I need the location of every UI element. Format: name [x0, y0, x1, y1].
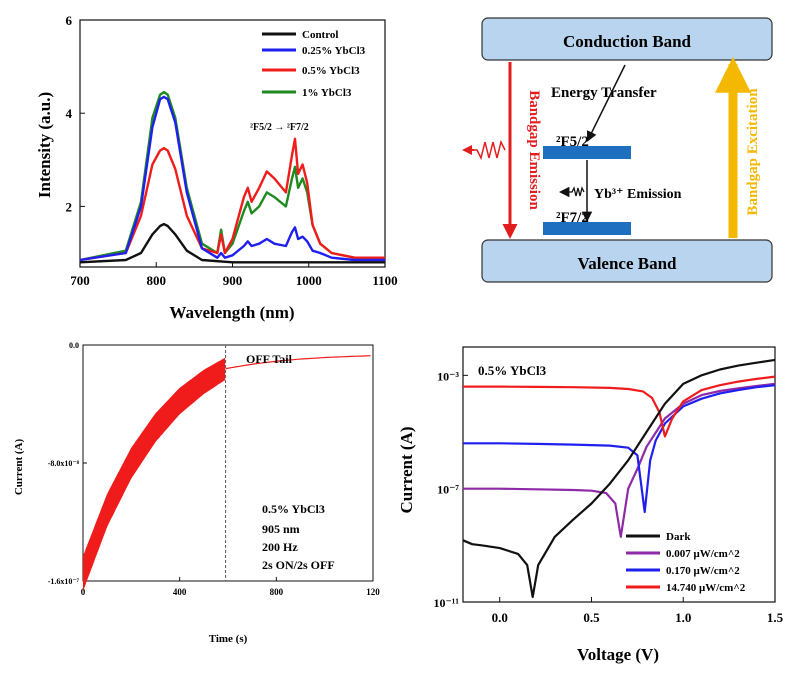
level-upper-label: ²F5/2 [556, 134, 589, 150]
pl-series-line [79, 137, 385, 262]
legend-label-05: 0.5% YbCl3 [302, 65, 360, 77]
pl-plot-frame [79, 19, 386, 268]
legend-label-control: Control [302, 29, 338, 41]
time-ytick-label: 0.0 [69, 341, 79, 350]
pl-legend: Control 0.25% YbCl3 0.5% YbCl3 1% YbCl3 [262, 29, 366, 99]
pl-transition-annotation: ²F5/2 → ²F7/2 [250, 122, 309, 133]
time-on-off-band [83, 357, 226, 592]
conduction-band-label: Conduction Band [563, 32, 692, 51]
iv-ylabel: Current (A) [397, 426, 416, 513]
time-off-tail-line [225, 355, 371, 370]
pl-xtick-label: 1100 [372, 273, 397, 288]
time-info-line-4: 2s ON/2s OFF [262, 558, 335, 572]
level-lower-bar [543, 222, 631, 235]
iv-legend-label-007: 0.007 μW/cm^2 [666, 548, 740, 560]
time-ytick-label: -1.6x10⁻⁷ [48, 577, 80, 586]
pl-ytick-label: 2 [66, 199, 73, 214]
conduction-band-box [481, 17, 773, 61]
time-xtick-label: 400 [173, 587, 187, 597]
iv-legend-label-dark: Dark [666, 531, 691, 543]
time-xtick-label: 800 [270, 587, 284, 597]
time-info-line-3: 200 Hz [262, 540, 298, 554]
iv-series-line [463, 384, 776, 514]
iv-xtick-label: 0.0 [492, 610, 508, 625]
time-ylabel: Current (A) [13, 439, 25, 496]
time-xtick-label: 0 [81, 587, 86, 597]
iv-legend-label-14740: 14.740 μW/cm^2 [666, 582, 746, 594]
photon-wave-black [568, 186, 585, 197]
iv-xtick-label: 1.5 [767, 610, 784, 625]
panel-iv-curve: 0.0 0.5 1.0 1.5 10⁻¹¹ 10⁻⁷ 10⁻³ 0.5% YbCl3 Vol… [397, 346, 784, 664]
level-upper-bar [543, 146, 631, 159]
time-xtick-label: 120 [366, 587, 380, 597]
pl-xtick-label: 1000 [296, 273, 322, 288]
pl-xlabel: Wavelength (nm) [169, 303, 294, 322]
panel-time-response: 0 400 800 120 0.0 -8.0x10⁻⁸ -1.6x10⁻⁷ OFF Tail… [13, 341, 380, 645]
iv-panel-title: 0.5% YbCl3 [478, 363, 547, 378]
iv-series-line [462, 358, 776, 599]
iv-series-line [463, 382, 776, 538]
photon-wave-red [472, 139, 506, 161]
iv-legend-label-170: 0.170 μW/cm^2 [666, 565, 740, 577]
yb-emission-label: Yb³⁺ Emission [594, 187, 682, 202]
pl-xtick-label: 800 [147, 273, 167, 288]
panel-energy-diagram: Conduction Band Valence Band Bandgap Emi… [462, 17, 773, 283]
valence-band-label: Valence Band [577, 254, 677, 273]
pl-series-line [79, 95, 385, 262]
time-ytick-label: -8.0x10⁻⁸ [48, 459, 80, 468]
pl-ytick-label: 6 [66, 13, 73, 28]
iv-ytick-label: 10⁻⁷ [437, 483, 459, 497]
pl-ytick-label: 4 [66, 106, 73, 121]
iv-xtick-label: 0.5 [583, 610, 600, 625]
pl-xtick-label: 700 [70, 273, 90, 288]
iv-ticks: 0.0 0.5 1.0 1.5 10⁻¹¹ 10⁻⁷ 10⁻³ [433, 369, 783, 625]
valence-band-box [481, 239, 773, 283]
iv-xtick-label: 1.0 [675, 610, 691, 625]
iv-xlabel: Voltage (V) [577, 645, 659, 664]
pl-ticks: 700 800 900 1000 1100 2 4 6 [66, 13, 398, 288]
iv-ytick-label: 10⁻³ [437, 369, 459, 383]
time-info-line-2: 905 nm [262, 522, 300, 536]
pl-lines [79, 90, 385, 264]
bandgap-emission-label: Bandgap Emission [526, 90, 542, 210]
iv-legend: Dark 0.007 μW/cm^2 0.170 μW/cm^2 14.740 … [626, 531, 746, 594]
legend-label-025: 0.25% YbCl3 [302, 45, 366, 57]
iv-plot-frame [462, 346, 776, 603]
panel-pl-spectrum: 700 800 900 1000 1100 2 4 6 Wavelength (nm) Int… [35, 13, 398, 322]
time-info-line-1: 0.5% YbCl3 [262, 502, 325, 516]
pl-xtick-label: 900 [223, 273, 243, 288]
off-tail-label: OFF Tail [246, 352, 293, 366]
legend-label-1: 1% YbCl3 [302, 87, 352, 99]
energy-transfer-arrow [587, 64, 626, 142]
iv-lines [462, 358, 776, 599]
iv-series-line [463, 375, 776, 438]
time-xlabel: Time (s) [209, 633, 248, 645]
pl-series-line [79, 222, 385, 264]
bandgap-excitation-label: Bandgap Excitation [745, 88, 761, 216]
energy-transfer-label: Energy Transfer [551, 85, 657, 101]
level-lower-label: ²F7/2 [556, 210, 589, 226]
time-lines [83, 355, 371, 592]
pl-ylabel: Intensity (a.u.) [35, 92, 54, 198]
iv-ytick-label: 10⁻¹¹ [433, 596, 459, 610]
